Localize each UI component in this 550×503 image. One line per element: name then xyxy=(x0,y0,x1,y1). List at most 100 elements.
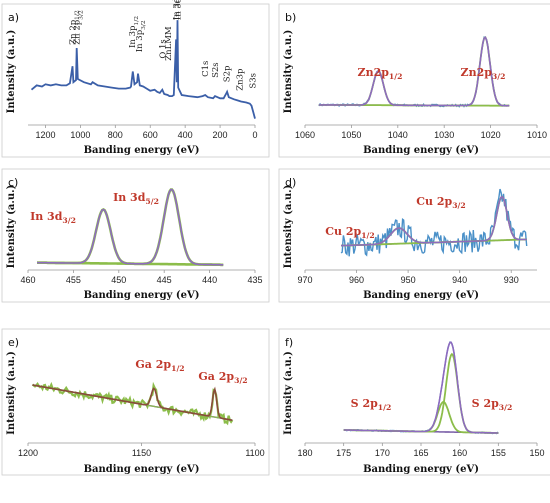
peak-label-0-sub: 1/2 xyxy=(171,364,185,373)
peak-label-0-sub: 1/2 xyxy=(378,403,392,412)
peak-label-1-sub: 3/2 xyxy=(499,403,513,412)
x-tick-label: 1030 xyxy=(434,130,454,140)
survey-peak-label: C1s xyxy=(201,61,211,77)
survey-peak-label-main: S3s xyxy=(248,73,258,89)
x-tick-label: 435 xyxy=(247,275,262,285)
x-tick-label: 155 xyxy=(491,448,506,458)
x-tick-label: 1200 xyxy=(35,130,55,140)
peak-label-1: Ga 2p3/2 xyxy=(198,370,247,385)
survey-peak-label: O 1s xyxy=(158,39,168,58)
x-tick-label: 450 xyxy=(111,275,126,285)
panel-frame xyxy=(278,168,550,303)
x-tick-label: 1060 xyxy=(295,130,315,140)
x-tick-label: 1200 xyxy=(18,448,38,458)
survey-peak-label-main: In 3d xyxy=(172,0,182,20)
survey-peak-label: In 3d3/2 xyxy=(173,0,185,20)
y-axis-title: Intensity (a.u.) xyxy=(6,30,17,114)
peak-label-1-main: Cu 2p xyxy=(416,195,452,208)
x-tick-label: 170 xyxy=(375,448,390,458)
fit-envelope-line xyxy=(318,36,510,107)
peak-label-1-main: S 2p xyxy=(472,397,499,410)
x-tick-label: 400 xyxy=(178,130,193,140)
survey-peak-label: S2p xyxy=(223,65,233,82)
survey-peak-label-main: Zn3p xyxy=(235,68,245,91)
fit-envelope-line xyxy=(37,188,224,266)
peak-label-0: Ga 2p1/2 xyxy=(135,358,184,373)
peak-label-0: In 3d3/2 xyxy=(30,210,76,225)
survey-peak-label-main: Zn 2p xyxy=(69,19,79,44)
x-tick-label: 1000 xyxy=(70,130,90,140)
survey-peak-label: Zn 2p1/2 xyxy=(69,10,81,45)
panel-d: 970 960 950 940 930 Banding energy (eV) Intens… xyxy=(278,168,550,303)
x-tick-label: 0 xyxy=(252,130,257,140)
peak-label-1-main: Ga 2p xyxy=(198,370,234,383)
peak-label-1-sub: 3/2 xyxy=(452,201,466,210)
survey-peak-label: S2s xyxy=(211,62,221,78)
peak-label-1: In 3d5/2 xyxy=(113,191,159,206)
peak-label-0-main: Zn2p xyxy=(358,66,390,79)
fit-envelope-line xyxy=(341,195,527,247)
x-tick-label: 1050 xyxy=(341,130,361,140)
x-axis-title: Banding energy (eV) xyxy=(363,290,479,301)
survey-peak-label-main: C1s xyxy=(201,61,211,77)
peak-label-1: Zn2p3/2 xyxy=(461,66,506,81)
panel-letter: f) xyxy=(285,336,293,349)
peak-label-1-sub: 3/2 xyxy=(492,72,506,81)
survey-peak-label: In 3p1/2 xyxy=(128,16,140,48)
x-axis-title: Banding energy (eV) xyxy=(363,145,479,156)
peak-label-0-sub: 1/2 xyxy=(389,72,403,81)
panel-frame xyxy=(1,168,270,303)
peak-label-0-main: Ga 2p xyxy=(135,358,171,371)
panel-a: 1200 1000 800 600 400 200 0 Banding energy (eV)… xyxy=(1,0,270,158)
survey-peak-label-main: In 3p xyxy=(128,25,138,48)
survey-peak-label: ZnLMM xyxy=(164,26,174,61)
x-tick-label: 445 xyxy=(157,275,172,285)
raw-spectrum-line xyxy=(343,341,499,435)
peak-label-0: Zn2p1/2 xyxy=(358,66,403,81)
panel-letter: e) xyxy=(8,336,19,349)
x-tick-label: 455 xyxy=(66,275,81,285)
x-axis-title: Banding energy (eV) xyxy=(84,145,200,156)
x-tick-label: 930 xyxy=(504,275,519,285)
survey-peak-label-main: S2p xyxy=(223,65,233,82)
x-axis-title: Banding energy (eV) xyxy=(84,464,200,475)
panel-frame xyxy=(278,328,550,476)
x-tick-label: 1010 xyxy=(527,130,547,140)
x-tick-label: 1150 xyxy=(132,448,151,458)
panel-letter: c) xyxy=(8,176,18,189)
y-axis-title: Intensity (a.u.) xyxy=(6,185,17,269)
panel-b: 1060 1050 1040 1030 1020 1010 Banding energy (… xyxy=(278,3,550,158)
peak-label-0-main: In 3d xyxy=(30,210,63,223)
panel-frame xyxy=(1,328,270,476)
peak-label-1-sub: 5/2 xyxy=(145,197,159,206)
y-axis-title: Intensity (a.u.) xyxy=(283,30,294,114)
x-tick-label: 165 xyxy=(413,448,428,458)
survey-spectrum-line xyxy=(30,20,256,119)
survey-peak-label: In 3d5/2 xyxy=(172,0,184,20)
peak-label-0: Cu 2p1/2 xyxy=(325,225,374,240)
x-tick-label: 970 xyxy=(297,275,312,285)
survey-peak-label-sub: 3/2 xyxy=(140,20,147,30)
peak-label-1: Cu 2p3/2 xyxy=(416,195,465,210)
x-tick-label: 175 xyxy=(336,448,351,458)
y-axis-title: Intensity (a.u.) xyxy=(283,185,294,269)
peak-label-0-main: S 2p xyxy=(351,397,378,410)
peak-label-0-sub: 1/2 xyxy=(361,231,375,240)
x-tick-label: 180 xyxy=(297,448,312,458)
x-tick-label: 960 xyxy=(349,275,364,285)
peak-label-1: S 2p3/2 xyxy=(472,397,513,412)
survey-peak-label-main: S2s xyxy=(211,62,221,78)
panel-letter: b) xyxy=(285,11,296,24)
survey-peak-label-main: In 3p xyxy=(135,29,145,52)
panel-letter: d) xyxy=(285,176,296,189)
peak-label-0-main: Cu 2p xyxy=(325,225,361,238)
peak-label-1-main: In 3d xyxy=(113,191,146,204)
panel-letter: a) xyxy=(8,11,19,24)
panel-e: 1200 1150 1100 Banding energy (eV) Intensity… xyxy=(1,328,270,476)
x-tick-label: 940 xyxy=(452,275,467,285)
survey-peak-label: S3s xyxy=(248,73,258,89)
survey-peak-label-sub: 1/2 xyxy=(74,10,81,20)
survey-peak-label: Zn3p xyxy=(235,68,245,91)
x-tick-label: 440 xyxy=(202,275,217,285)
